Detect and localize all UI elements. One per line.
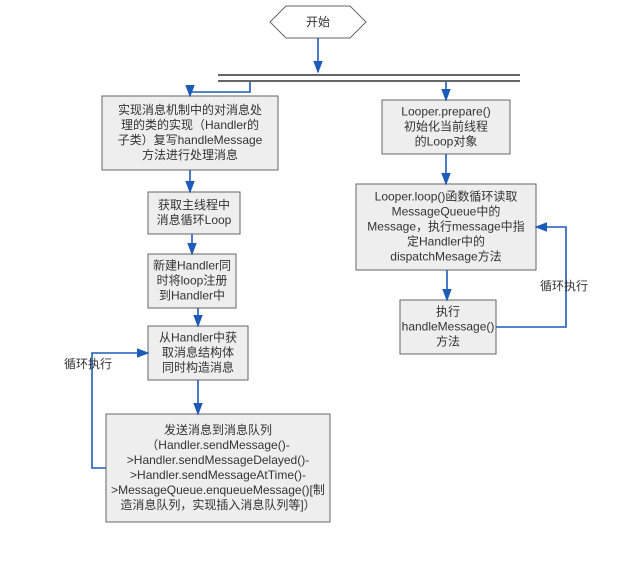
node-text: （Handler.sendMessage()- bbox=[146, 438, 289, 452]
node-text: 发送消息到消息队列 bbox=[164, 422, 272, 437]
node-par_bar_top bbox=[218, 75, 520, 81]
node-start: 开始 bbox=[270, 6, 366, 38]
edge-label: 循环执行 bbox=[540, 279, 588, 293]
node-text: 方法进行处理消息 bbox=[142, 147, 238, 162]
node-text: MessageQueue中的 bbox=[392, 204, 501, 219]
node-leftB: 获取主线程中消息循环Loop bbox=[148, 192, 240, 234]
node-text: >MessageQueue.enqueueMessage()[制 bbox=[111, 483, 325, 497]
node-text: >Handler.sendMessageAtTime()- bbox=[130, 468, 306, 482]
node-leftA: 实现消息机制中的对消息处理的类的实现（Handler的子类）复写handleMe… bbox=[102, 96, 278, 170]
node-text: 从Handler中获 bbox=[159, 330, 237, 345]
node-rightC: 执行handleMessage()方法 bbox=[400, 300, 496, 354]
node-text: 时将loop注册 bbox=[157, 273, 228, 288]
node-rightA: Looper.prepare()初始化当前线程的Loop对象 bbox=[382, 100, 510, 154]
node-text: 新建Handler同 bbox=[153, 258, 231, 273]
node-text: 的Loop对象 bbox=[415, 134, 478, 149]
node-text: 取消息结构体 bbox=[162, 345, 234, 360]
node-text: 定Handler中的 bbox=[407, 234, 485, 249]
node-leftC: 新建Handler同时将loop注册到Handler中 bbox=[148, 254, 236, 308]
node-text: 实现消息机制中的对消息处 bbox=[118, 102, 262, 117]
node-text: handleMessage() bbox=[402, 320, 495, 334]
node-text: 执行 bbox=[436, 305, 460, 319]
node-rightB: Looper.loop()函数循环读取MessageQueue中的Message… bbox=[356, 184, 536, 270]
node-text: Looper.prepare() bbox=[401, 105, 490, 119]
node-text: 开始 bbox=[306, 15, 330, 29]
node-text: 同时构造消息 bbox=[162, 360, 234, 375]
node-text: 初始化当前线程 bbox=[404, 119, 488, 134]
node-text: Message，执行message中指 bbox=[367, 219, 524, 234]
edge-label: 循环执行 bbox=[64, 357, 112, 371]
node-text: Looper.loop()函数循环读取 bbox=[375, 189, 518, 204]
node-text: 理的类的实现（Handler的 bbox=[121, 117, 259, 132]
node-text: 到Handler中 bbox=[159, 288, 225, 303]
node-leftE: 发送消息到消息队列（Handler.sendMessage()->Handler… bbox=[106, 414, 330, 522]
node-text: >Handler.sendMessageDelayed()- bbox=[127, 453, 309, 467]
node-leftD: 从Handler中获取消息结构体同时构造消息 bbox=[148, 326, 248, 380]
node-text: 消息循环Loop bbox=[157, 212, 232, 227]
flowchart-canvas: 开始实现消息机制中的对消息处理的类的实现（Handler的子类）复写handle… bbox=[0, 0, 636, 581]
node-text: 获取主线程中 bbox=[158, 197, 230, 212]
node-text: dispatchMesage方法 bbox=[390, 249, 501, 264]
node-text: 方法 bbox=[436, 334, 460, 349]
edge bbox=[190, 82, 250, 96]
node-text: 造消息队列，实现插入消息队列等]） bbox=[120, 497, 315, 512]
node-text: 子类）复写handleMessage bbox=[118, 133, 263, 147]
